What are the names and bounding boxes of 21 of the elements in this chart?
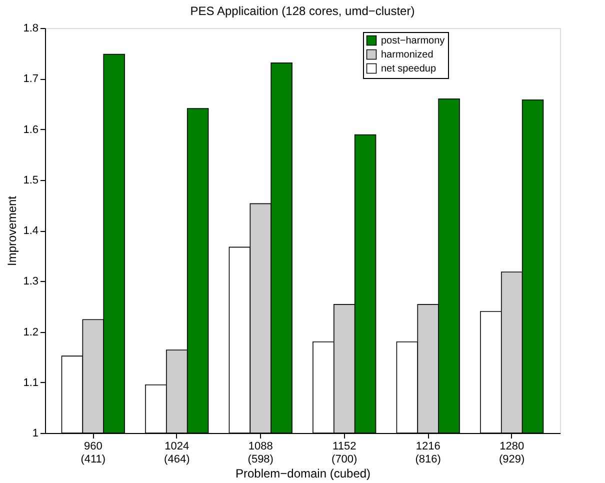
x-tick-label: 1088 (598) xyxy=(248,440,274,466)
y-tick-label: 1 xyxy=(32,428,38,440)
y-axis-title: Improvement xyxy=(5,195,20,266)
y-tick-label: 1.7 xyxy=(23,73,38,86)
legend-label: net speedup xyxy=(381,64,436,74)
y-tick-label: 1.4 xyxy=(23,225,38,237)
y-tick-label: 1.2 xyxy=(23,326,38,338)
x-tick-label: 1024 (464) xyxy=(164,440,190,466)
x-tick-label: 1280 (929) xyxy=(499,440,525,466)
y-tick-label: 1.6 xyxy=(23,124,38,136)
y-tick-label: 1.1 xyxy=(23,376,38,389)
legend-label: post−harmony xyxy=(381,36,445,46)
chart-title: PES Applicaition (128 cores, umd−cluster) xyxy=(190,4,415,18)
y-tick-label: 1.8 xyxy=(23,22,38,34)
x-tick-label: 960 (411) xyxy=(80,440,106,466)
x-axis-title: Problem−domain (cubed) xyxy=(235,466,371,480)
legend-label: harmonized xyxy=(381,50,434,60)
x-tick-label: 1216 (816) xyxy=(415,440,441,466)
y-tick-label: 1.3 xyxy=(23,276,38,288)
y-tick-label: 1.5 xyxy=(23,174,38,186)
x-tick-label: 1152 (700) xyxy=(332,440,358,466)
